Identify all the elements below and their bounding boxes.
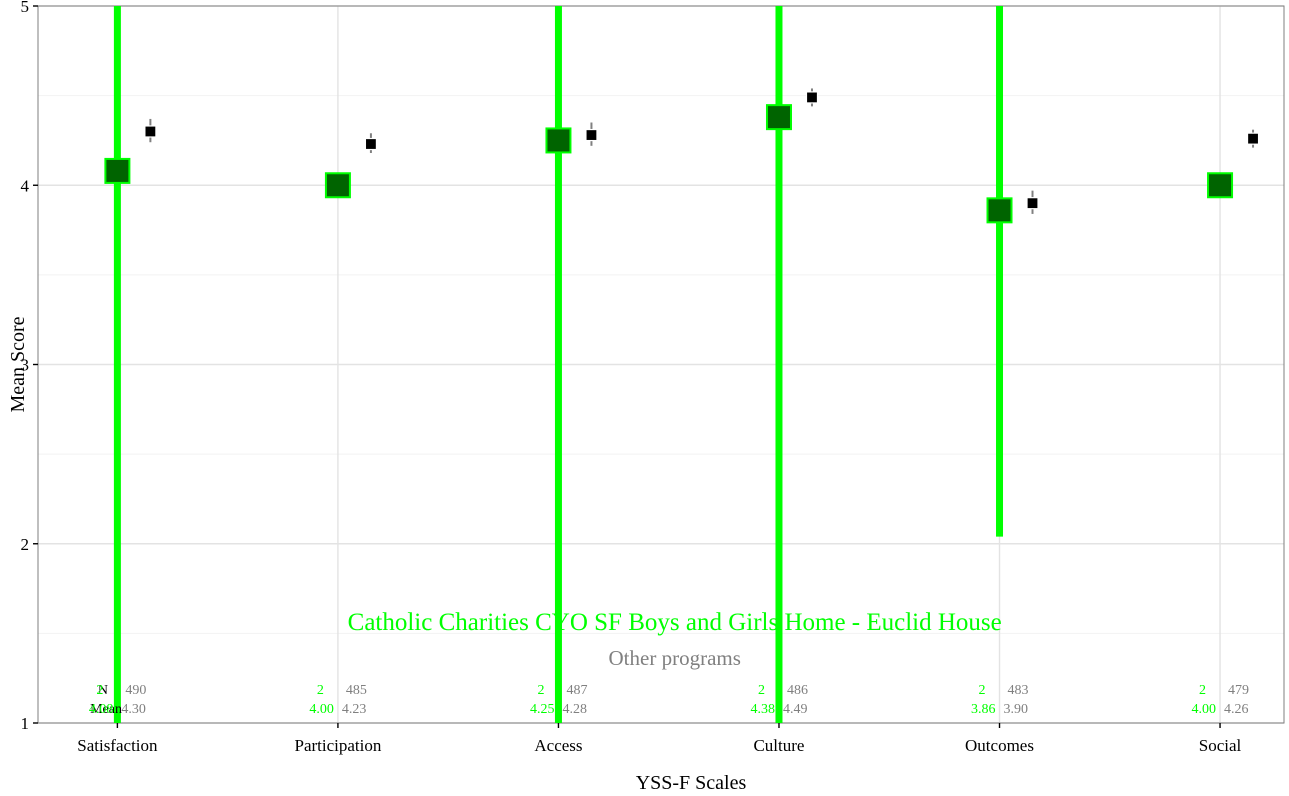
data-point (1246, 132, 1260, 145)
mean-value: 4.26 (1224, 702, 1249, 717)
data-point (986, 197, 1013, 224)
y-tick-label: 1 (21, 714, 30, 733)
mean-value: 4.08 (89, 702, 114, 717)
x-axis: Satisfaction Participation Access Culture Ou… (77, 723, 1242, 755)
n-value: 486 (787, 683, 808, 698)
data-point (364, 137, 378, 151)
series-program (104, 6, 1234, 723)
n-value: 2 (96, 683, 103, 698)
mean-value: 4.00 (1192, 702, 1217, 717)
y-tick-label: 2 (21, 535, 30, 554)
n-value: 2 (317, 683, 324, 698)
data-point (765, 104, 792, 131)
n-mean-annotations: N Mean 2 4.08 490 4.30 2 4.00 485 4.23 2 4.25 487 4.2… (89, 683, 1249, 717)
data-point (805, 91, 819, 104)
legend-other-label: Other programs (609, 646, 741, 670)
n-value: 2 (537, 683, 544, 698)
n-value: 487 (566, 683, 587, 698)
x-tick-label: Outcomes (965, 736, 1034, 755)
x-axis-title: YSS-F Scales (636, 772, 747, 794)
y-tick-label: 4 (21, 176, 30, 195)
data-point (1207, 172, 1234, 199)
n-value: 2 (979, 683, 986, 698)
y-axis: 1 2 3 4 5 (21, 0, 38, 733)
n-value: 2 (758, 683, 765, 698)
data-point (144, 125, 157, 138)
y-axis-title: Mean Score (7, 316, 29, 412)
row-label-mean: Mean (90, 702, 122, 717)
mean-value: 3.86 (971, 702, 996, 717)
y-tick-label: 3 (21, 356, 30, 375)
n-value: 490 (125, 683, 146, 698)
x-tick-label: Access (534, 736, 582, 755)
x-tick-label: Satisfaction (77, 736, 158, 755)
n-value: 483 (1008, 683, 1029, 698)
data-point (585, 128, 598, 142)
n-value: 485 (346, 683, 367, 698)
mean-value: 3.90 (1004, 702, 1029, 717)
row-label-n: N (98, 683, 108, 698)
data-point (104, 157, 131, 184)
mean-value: 4.49 (783, 702, 808, 717)
x-tick-label: Social (1199, 736, 1242, 755)
x-tick-label: Participation (294, 736, 381, 755)
mean-value: 4.25 (530, 702, 555, 717)
mean-value: 4.28 (562, 702, 587, 717)
y-tick-label: 5 (21, 0, 30, 16)
data-point (324, 172, 351, 199)
x-tick-label: Culture (753, 736, 804, 755)
mean-value: 4.23 (342, 702, 367, 717)
data-point (1026, 197, 1039, 210)
legend-program-label: Catholic Charities CYO SF Boys and Girls… (348, 609, 1002, 636)
data-point (545, 127, 572, 154)
mean-value: 4.30 (121, 702, 145, 717)
minor-gridlines (38, 95, 1284, 634)
n-value: 2 (1199, 683, 1206, 698)
mean-value: 4.00 (309, 702, 334, 717)
series-other-programs (144, 88, 1260, 214)
n-value: 479 (1228, 683, 1249, 698)
mean-value: 4.38 (750, 702, 775, 717)
